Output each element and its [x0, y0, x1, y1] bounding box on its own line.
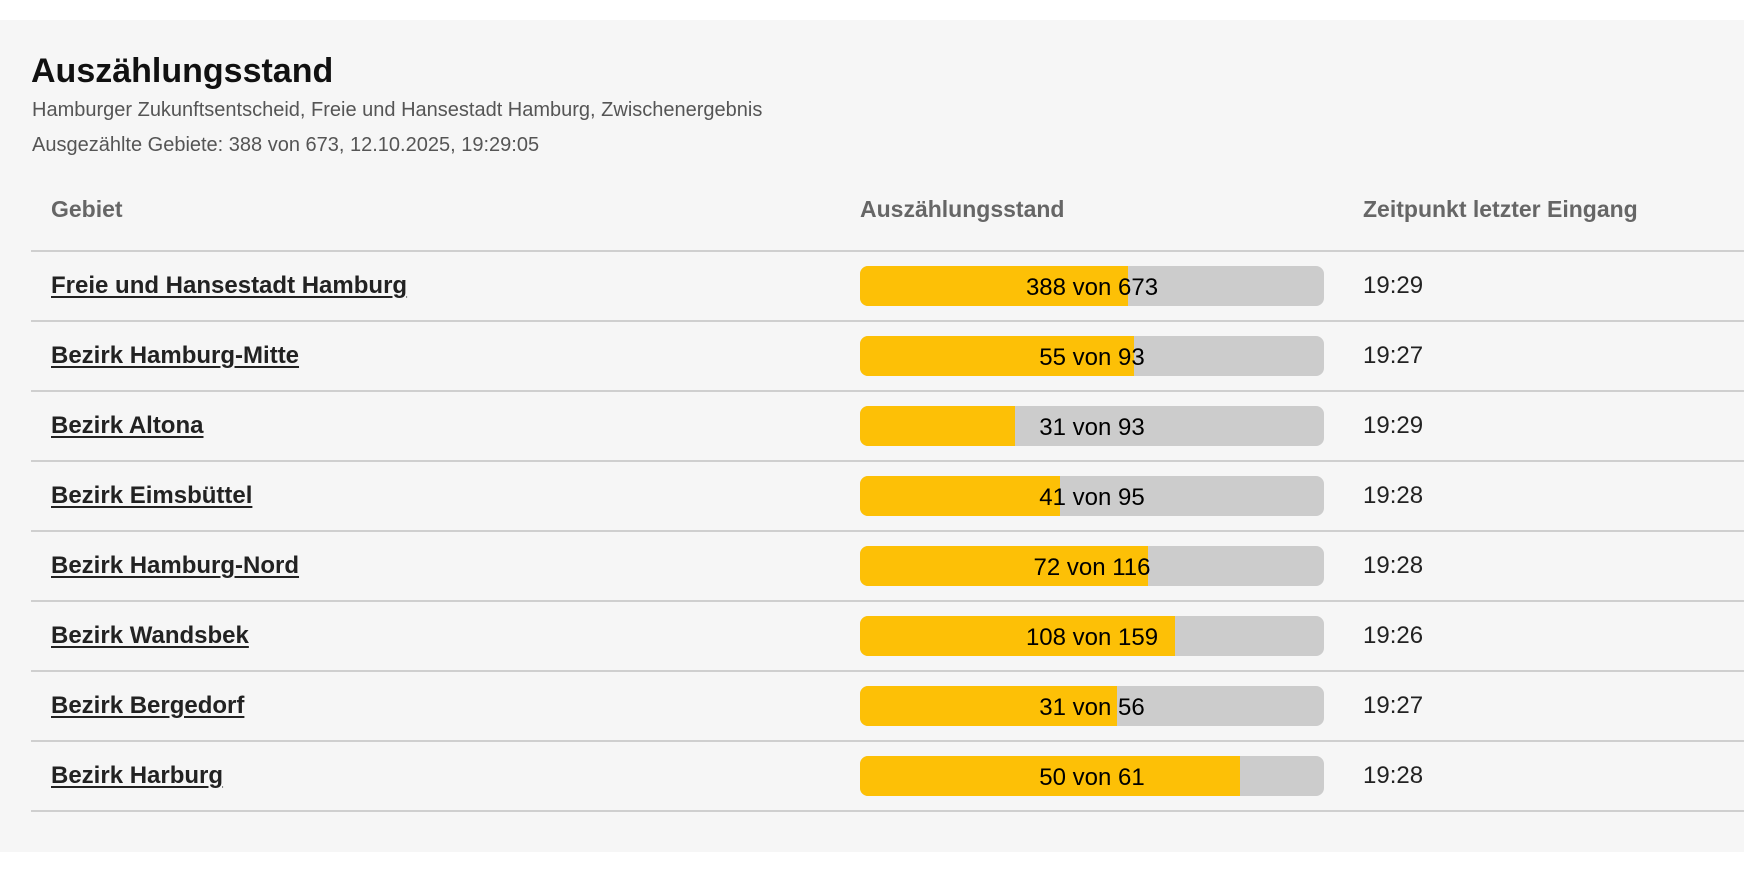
progress-fill	[860, 686, 1117, 726]
status-line: Ausgezählte Gebiete: 388 von 673, 12.10.…	[32, 134, 540, 156]
progress-label: 388 von 673	[1025, 274, 1159, 301]
column-header-zeitpunkt: Zeitpunkt letzter Eingang	[1363, 196, 1638, 222]
progress-bar: 31 von 93	[860, 406, 1324, 446]
last-update-time: 19:29	[1363, 272, 1424, 299]
last-update-time: 19:29	[1363, 412, 1424, 439]
last-update-time: 19:28	[1363, 482, 1424, 509]
progress-fill	[860, 546, 1148, 586]
area-link[interactable]: Bezirk Hamburg-Mitte	[51, 342, 300, 369]
column-header-gebiet: Gebiet	[51, 196, 123, 222]
results-panel: Auszählungsstand Hamburger Zukunftsentsc…	[0, 20, 1744, 852]
area-link[interactable]: Bezirk Hamburg-Nord	[51, 552, 300, 579]
last-update-time: 19:27	[1363, 342, 1424, 369]
progress-label: 41 von 95	[1039, 484, 1145, 511]
progress-fill	[860, 266, 1128, 306]
area-link[interactable]: Bezirk Wandsbek	[51, 622, 249, 649]
last-update-time: 19:27	[1363, 692, 1424, 719]
progress-bar: 31 von 56	[860, 686, 1324, 726]
progress-fill	[860, 616, 1176, 656]
results-table: Gebiet Auszählungsstand Zeitpunkt letzte…	[31, 188, 1744, 812]
progress-label: 50 von 61	[1039, 764, 1145, 791]
area-link[interactable]: Bezirk Eimsbüttel	[51, 482, 253, 509]
table-row: Bezirk Wandsbek 108 von 159 19:26	[31, 602, 1744, 672]
progress-label: 31 von 93	[1039, 414, 1145, 441]
progress-fill	[860, 406, 1015, 446]
table-row: Bezirk Hamburg-Mitte 55 von 93 19:27	[31, 322, 1744, 392]
progress-fill	[860, 336, 1135, 376]
progress-bar: 388 von 673	[860, 266, 1324, 306]
progress-bar: 50 von 61	[860, 756, 1324, 796]
progress-fill	[860, 756, 1241, 796]
area-link[interactable]: Bezirk Altona	[51, 412, 204, 439]
subtitle: Hamburger Zukunftsentscheid, Freie und H…	[32, 99, 763, 121]
area-link[interactable]: Freie und Hansestadt Hamburg	[51, 272, 408, 299]
progress-bar: 41 von 95	[860, 476, 1324, 516]
page-title: Auszählungsstand	[31, 52, 334, 90]
progress-label: 72 von 116	[1033, 554, 1151, 581]
progress-bar: 72 von 116	[860, 546, 1324, 586]
progress-label: 31 von 56	[1039, 694, 1145, 721]
area-link[interactable]: Bezirk Bergedorf	[51, 692, 245, 719]
table-row: Bezirk Harburg 50 von 61 19:28	[31, 742, 1744, 812]
progress-bar: 55 von 93	[860, 336, 1324, 376]
progress-fill	[860, 476, 1061, 516]
progress-label: 55 von 93	[1039, 344, 1145, 371]
table-row: Bezirk Hamburg-Nord 72 von 116 19:28	[31, 532, 1744, 602]
last-update-time: 19:28	[1363, 762, 1424, 789]
area-link[interactable]: Bezirk Harburg	[51, 762, 224, 789]
progress-bar: 108 von 159	[860, 616, 1324, 656]
table-header: Gebiet Auszählungsstand Zeitpunkt letzte…	[31, 188, 1744, 252]
last-update-time: 19:28	[1363, 552, 1424, 579]
column-header-stand: Auszählungsstand	[860, 196, 1065, 222]
progress-label: 108 von 159	[1025, 624, 1159, 651]
table-row: Bezirk Bergedorf 31 von 56 19:27	[31, 672, 1744, 742]
table-row: Freie und Hansestadt Hamburg 388 von 673 1…	[31, 252, 1744, 322]
table-row: Bezirk Altona 31 von 93 19:29	[31, 392, 1744, 462]
last-update-time: 19:26	[1363, 622, 1424, 649]
table-row: Bezirk Eimsbüttel 41 von 95 19:28	[31, 462, 1744, 532]
